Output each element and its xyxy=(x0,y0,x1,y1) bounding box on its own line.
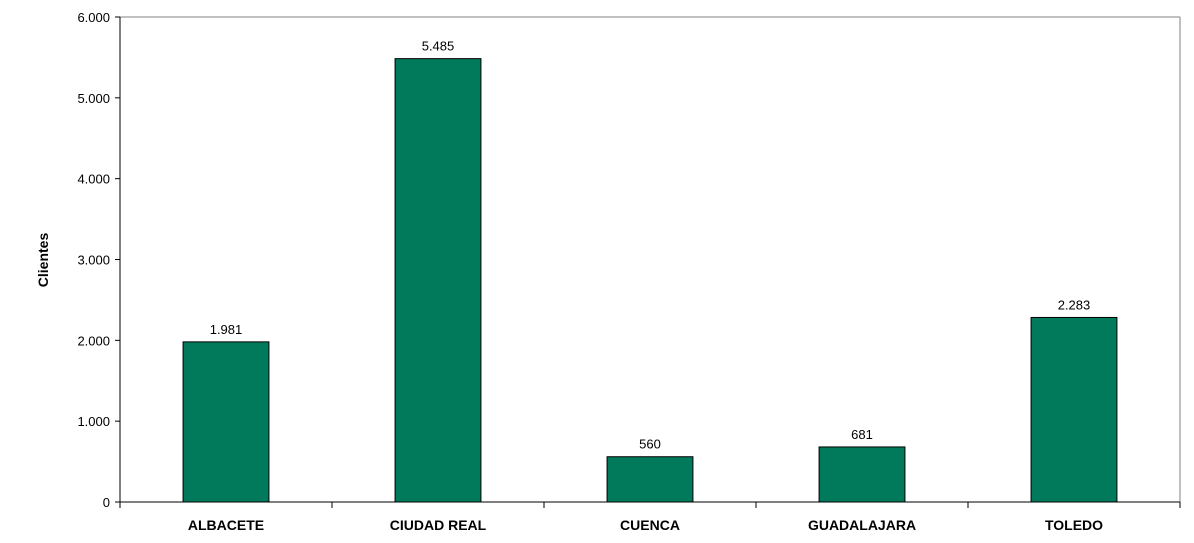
axes xyxy=(119,16,1181,503)
y-axis-ticks: 0 1.000 2.000 3.000 4.000 5.000 6.000 xyxy=(77,10,120,510)
y-tick-label: 6.000 xyxy=(77,10,110,25)
y-tick-label: 0 xyxy=(103,495,110,510)
bar-value-label: 5.485 xyxy=(422,39,455,54)
x-axis-ticks: ALBACETE CIUDAD REAL CUENCA GUADALAJARA TOLE… xyxy=(119,502,1181,533)
bar-value-label: 2.283 xyxy=(1058,297,1091,312)
bar xyxy=(394,58,482,503)
y-tick-label: 1.000 xyxy=(77,414,110,429)
bar xyxy=(606,456,694,503)
y-axis-title-group: Clientes xyxy=(35,233,51,288)
y-tick-label: 2.000 xyxy=(77,333,110,348)
bar-value-label: 1.981 xyxy=(210,322,243,337)
x-category-label: TOLEDO xyxy=(1045,517,1103,533)
bar xyxy=(182,341,270,503)
bar xyxy=(1030,316,1118,503)
x-category-label: CIUDAD REAL xyxy=(390,517,487,533)
y-tick-label: 5.000 xyxy=(77,91,110,106)
x-category-label: ALBACETE xyxy=(188,517,264,533)
bars xyxy=(182,58,1118,503)
bar-value-label: 560 xyxy=(639,437,661,452)
bar-value-label: 681 xyxy=(851,427,873,442)
data-labels: 1.981 5.485 560 681 2.283 xyxy=(210,39,1091,452)
x-category-label: GUADALAJARA xyxy=(808,517,916,533)
y-tick-label: 4.000 xyxy=(77,172,110,187)
y-tick-label: 3.000 xyxy=(77,253,110,268)
bar xyxy=(818,446,906,503)
x-category-label: CUENCA xyxy=(620,517,680,533)
y-axis-title: Clientes xyxy=(35,233,51,288)
